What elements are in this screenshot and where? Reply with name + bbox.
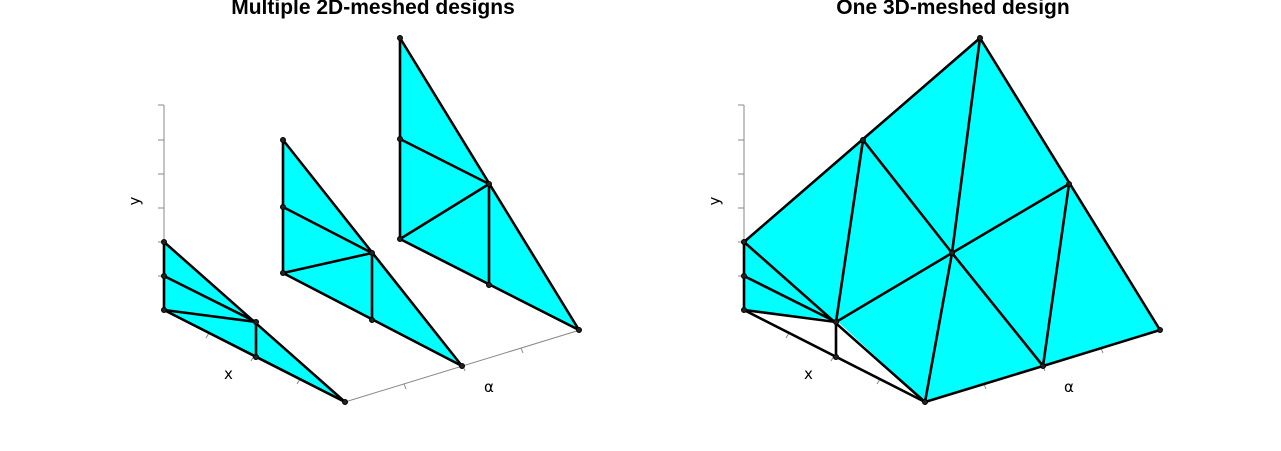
panel-1-title: Multiple 2D-meshed designs xyxy=(231,0,515,19)
panel-1-x-label: x xyxy=(224,365,233,383)
panel-1-alpha-label: α xyxy=(484,378,494,396)
panel-1-design-3 xyxy=(397,35,582,333)
panel-1-design-1 xyxy=(161,239,348,405)
panel-2-alpha-label: α xyxy=(1064,378,1074,396)
panel-2-mesh xyxy=(741,35,1163,405)
panel-2-title: One 3D-meshed design xyxy=(836,0,1070,19)
panel-1-design-2 xyxy=(280,137,465,369)
panel-2-x-label: x xyxy=(804,365,813,383)
